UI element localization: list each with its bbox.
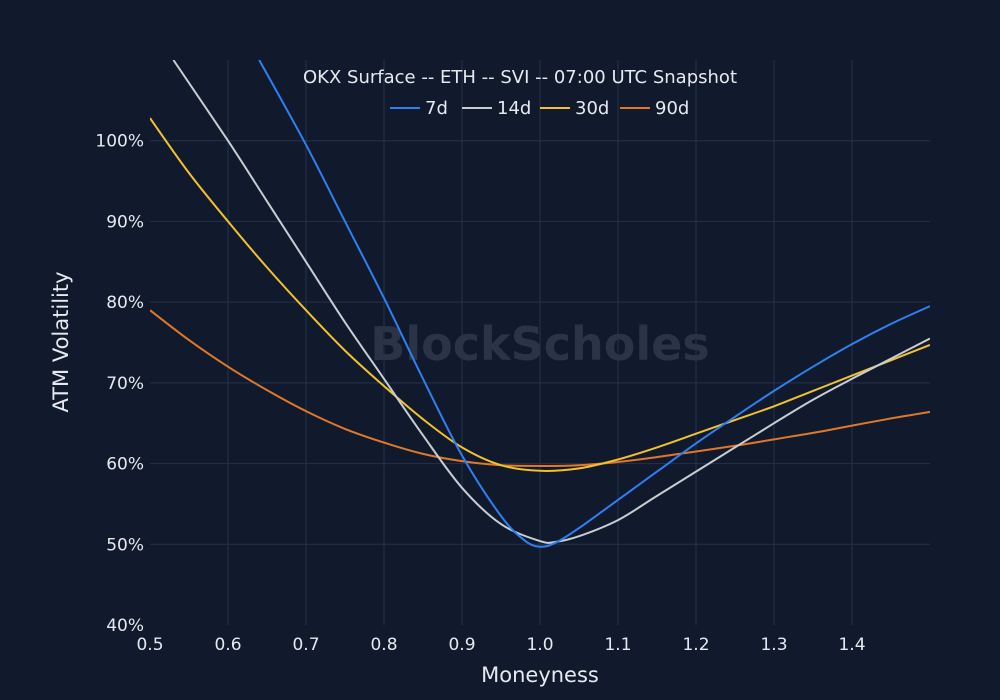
x-axis-title: Moneyness — [481, 663, 599, 687]
x-tick-label: 1.1 — [604, 635, 631, 655]
y-tick-label: 90% — [106, 212, 144, 232]
x-tick-label: 1.4 — [838, 635, 865, 655]
y-tick-label: 70% — [106, 374, 144, 394]
series-line-90d — [150, 309, 930, 468]
legend-label: 7d — [425, 98, 448, 119]
legend-label: 90d — [655, 98, 689, 119]
x-tick-label: 0.5 — [136, 635, 163, 655]
x-tick-label: 0.9 — [448, 635, 475, 655]
x-tick-label: 0.8 — [370, 635, 397, 655]
series-line-30d — [150, 117, 930, 472]
x-tick-label: 1.0 — [526, 635, 553, 655]
y-tick-label: 100% — [95, 132, 144, 152]
x-tick-label: 1.3 — [760, 635, 787, 655]
y-tick-label: 40% — [106, 616, 144, 636]
series-lines — [150, 60, 930, 548]
y-tick-label: 60% — [106, 455, 144, 475]
legend-item-14d[interactable]: 14d — [462, 98, 531, 119]
y-tick-label: 50% — [106, 535, 144, 555]
chart-title: OKX Surface -- ETH -- SVI -- 07:00 UTC S… — [303, 67, 737, 88]
x-tick-label: 0.6 — [214, 635, 241, 655]
series-line-7d — [258, 60, 930, 548]
tick-labels: 0.5 0.6 0.7 0.8 0.9 1.0 1.1 1.2 1.3 1.4 40% 50% 60% 7… — [95, 132, 865, 655]
series-line-14d — [172, 60, 930, 544]
legend-item-30d[interactable]: 30d — [540, 98, 609, 119]
x-tick-label: 1.2 — [682, 635, 709, 655]
y-axis-title: ATM Volatility — [49, 271, 73, 412]
x-tick-label: 0.7 — [292, 635, 319, 655]
legend-item-90d[interactable]: 90d — [620, 98, 689, 119]
legend-label: 30d — [575, 98, 609, 119]
grid — [150, 60, 930, 625]
legend[interactable]: 7d 14d 30d 90d — [390, 98, 689, 119]
legend-label: 14d — [497, 98, 531, 119]
legend-item-7d[interactable]: 7d — [390, 98, 448, 119]
y-tick-label: 80% — [106, 293, 144, 313]
